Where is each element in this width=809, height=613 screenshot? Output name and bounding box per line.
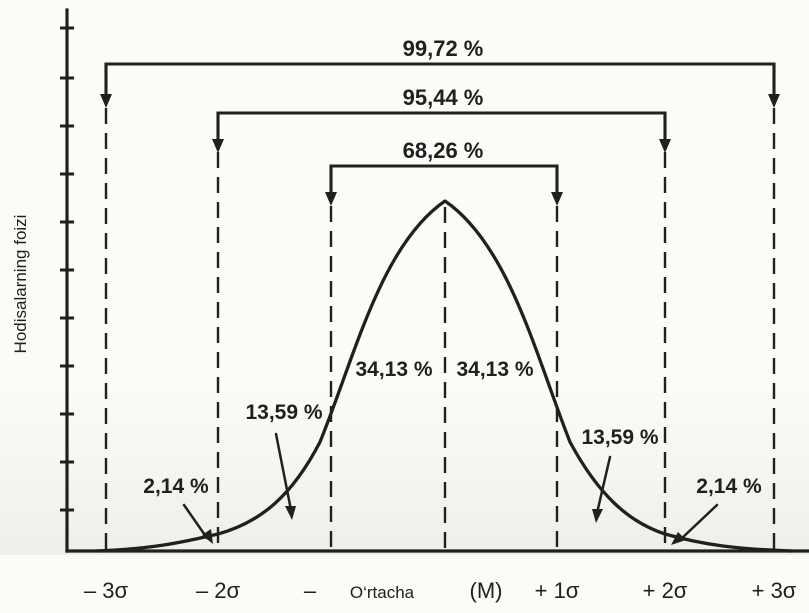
right-middle-percentage-label: 13,59 % [581, 426, 658, 449]
right-tail-percentage-label: 2,14 % [696, 475, 762, 498]
outer-right-arrow-head [768, 94, 780, 108]
right-middle-pointer-head [592, 509, 603, 523]
plus-1-sigma-label: + 1σ [535, 578, 580, 603]
outer-left-arrow-head [100, 94, 112, 108]
inner-coverage-bracket [329, 164, 559, 198]
left-middle-pointer-line [274, 432, 293, 512]
outer-coverage-bracket [104, 62, 776, 100]
minus-2-sigma-label: – 2σ [196, 578, 241, 603]
minus-3-sigma-label: – 3σ [84, 578, 129, 603]
middle-right-arrow-head [659, 139, 671, 153]
normal-curve [94, 199, 794, 553]
left-middle-pointer-head [285, 506, 296, 520]
left-center-percentage-label: 34,13 % [355, 358, 432, 381]
right-tail-pointer-head [671, 532, 686, 545]
inner-right-arrow-head [551, 192, 563, 206]
right-center-percentage-label: 34,13 % [456, 358, 533, 381]
plus-2-sigma-label: + 2σ [643, 578, 688, 603]
right-middle-pointer-line [595, 455, 612, 515]
left-tail-pointer-head [202, 529, 213, 544]
mean-word-label: O‘rtacha [350, 583, 415, 602]
y-axis-title: Hodisalarning foizi [11, 215, 30, 354]
inner-left-arrow-head [325, 192, 337, 206]
outer-coverage-label: 99,72 % [403, 36, 484, 61]
mean-symbol-label: (M) [470, 578, 503, 603]
inner-coverage-label: 68,26 % [403, 138, 484, 163]
minus-1-sigma-label: – [304, 578, 317, 603]
middle-left-arrow-head [212, 139, 224, 153]
middle-coverage-bracket [216, 111, 667, 145]
right-tail-pointer-line [679, 503, 719, 541]
plus-3-sigma-label: + 3σ [752, 578, 797, 603]
left-tail-percentage-label: 2,14 % [143, 475, 209, 498]
left-middle-percentage-label: 13,59 % [245, 401, 322, 424]
left-tail-pointer-line [182, 503, 209, 540]
middle-coverage-label: 95,44 % [403, 85, 484, 110]
